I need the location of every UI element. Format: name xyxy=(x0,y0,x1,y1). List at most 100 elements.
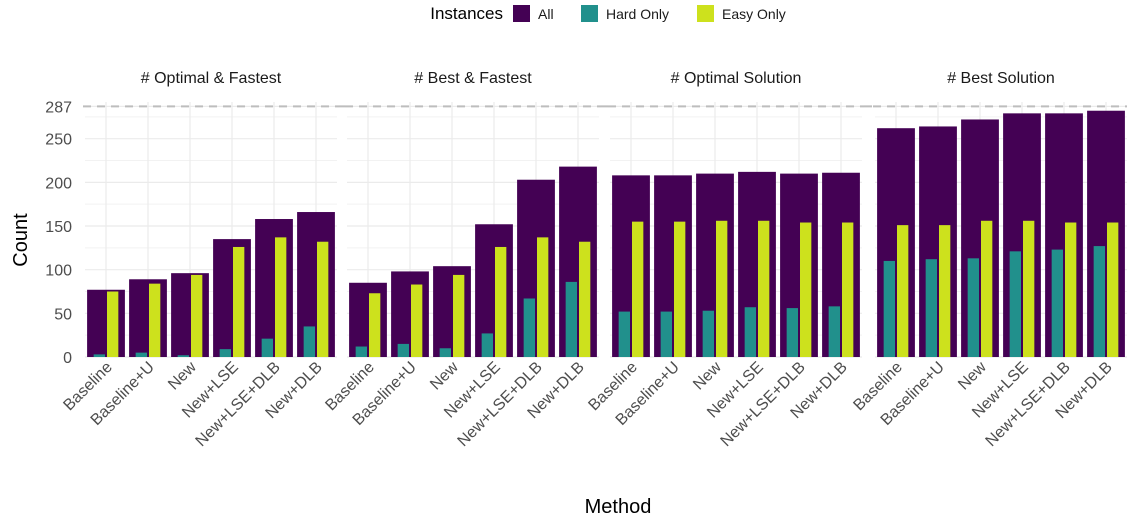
legend: Instances All Hard Only Easy Only xyxy=(430,4,786,23)
bar-all xyxy=(433,266,471,357)
bar-hard xyxy=(565,281,577,357)
bar-easy xyxy=(1065,222,1077,357)
bar-hard xyxy=(618,311,630,357)
bar-all xyxy=(738,171,776,357)
bar-all xyxy=(517,179,555,357)
bar-hard xyxy=(219,349,231,357)
bar-hard xyxy=(786,308,798,357)
legend-title: Instances xyxy=(430,4,503,23)
bar-all xyxy=(654,175,692,357)
bar-hard xyxy=(177,355,189,357)
bar-easy xyxy=(275,237,287,357)
bar-easy xyxy=(537,237,549,357)
bar-easy xyxy=(758,220,770,357)
legend-swatch-all xyxy=(513,5,530,22)
bar-hard xyxy=(702,310,714,357)
bar-easy xyxy=(897,225,909,357)
bar-all xyxy=(297,212,335,357)
bar-all xyxy=(1003,113,1041,357)
bar-hard xyxy=(925,259,937,357)
legend-swatch-hard xyxy=(581,5,598,22)
bar-easy xyxy=(107,291,119,357)
bar-hard xyxy=(1051,249,1063,357)
bar-hard xyxy=(967,258,979,357)
bar-all xyxy=(129,279,167,357)
y-tick-label: 0 xyxy=(63,350,72,367)
bar-easy xyxy=(800,222,812,357)
legend-label-all: All xyxy=(538,6,554,22)
bar-easy xyxy=(149,283,161,357)
bar-hard xyxy=(523,298,535,357)
y-tick-label: 287 xyxy=(45,99,72,116)
x-axis-title: Method xyxy=(585,496,652,518)
bar-all xyxy=(1087,110,1125,357)
bar-hard xyxy=(439,348,451,357)
bar-hard xyxy=(135,352,147,357)
bar-hard xyxy=(93,354,105,357)
bar-easy xyxy=(369,293,381,357)
bar-all xyxy=(87,289,125,357)
bar-hard xyxy=(883,260,895,357)
panel-title: # Optimal Solution xyxy=(671,70,802,87)
bar-all xyxy=(255,219,293,357)
bar-hard xyxy=(660,311,672,357)
bar-easy xyxy=(317,241,329,357)
panel-title: # Optimal & Fastest xyxy=(141,70,282,87)
y-axis-title: Count xyxy=(10,213,32,267)
bar-hard xyxy=(481,333,493,357)
bar-hard xyxy=(744,307,756,357)
bar-all xyxy=(213,239,251,357)
legend-label-easy: Easy Only xyxy=(722,6,786,22)
y-tick-label: 100 xyxy=(45,263,72,280)
x-tick-label: New xyxy=(427,358,462,393)
bar-easy xyxy=(1107,222,1119,357)
bar-easy xyxy=(981,220,993,357)
bar-easy xyxy=(411,284,423,357)
bar-easy xyxy=(674,221,686,357)
bar-all xyxy=(696,173,734,357)
bar-hard xyxy=(397,343,409,357)
bar-easy xyxy=(495,246,507,357)
chart-panels: 0 50 100 150 200 250 287# Optimal & FastestBas… xyxy=(45,70,1127,450)
y-tick-label: 50 xyxy=(54,306,72,323)
bar-hard xyxy=(261,338,273,357)
legend-label-hard: Hard Only xyxy=(606,6,669,22)
x-tick-label: New xyxy=(690,358,725,393)
panel-title: # Best Solution xyxy=(947,70,1055,87)
bar-all xyxy=(919,126,957,357)
x-tick-label: New xyxy=(955,358,990,393)
bar-easy xyxy=(842,222,854,357)
bar-easy xyxy=(1023,220,1035,357)
bar-all xyxy=(475,224,513,357)
bar-all xyxy=(1045,113,1083,357)
bar-hard xyxy=(1093,246,1105,357)
y-tick-label: 250 xyxy=(45,132,72,149)
bar-easy xyxy=(579,241,591,357)
bar-hard xyxy=(303,326,315,357)
bar-all xyxy=(822,172,860,357)
x-tick-label: New xyxy=(165,358,200,393)
bar-all xyxy=(391,271,429,357)
bar-easy xyxy=(716,220,728,357)
bar-all xyxy=(780,173,818,357)
bar-all xyxy=(877,128,915,357)
bar-easy xyxy=(233,246,245,357)
bar-all xyxy=(612,175,650,357)
bar-all xyxy=(559,166,597,357)
bar-easy xyxy=(632,221,644,357)
bar-hard xyxy=(1009,251,1021,357)
panel-title: # Best & Fastest xyxy=(414,70,532,87)
bar-easy xyxy=(191,274,203,357)
bar-all xyxy=(171,273,209,357)
y-tick-label: 200 xyxy=(45,175,72,192)
bar-easy xyxy=(453,274,465,357)
y-tick-label: 150 xyxy=(45,219,72,236)
legend-swatch-easy xyxy=(697,5,714,22)
bar-hard xyxy=(828,306,840,357)
bar-easy xyxy=(939,225,951,357)
